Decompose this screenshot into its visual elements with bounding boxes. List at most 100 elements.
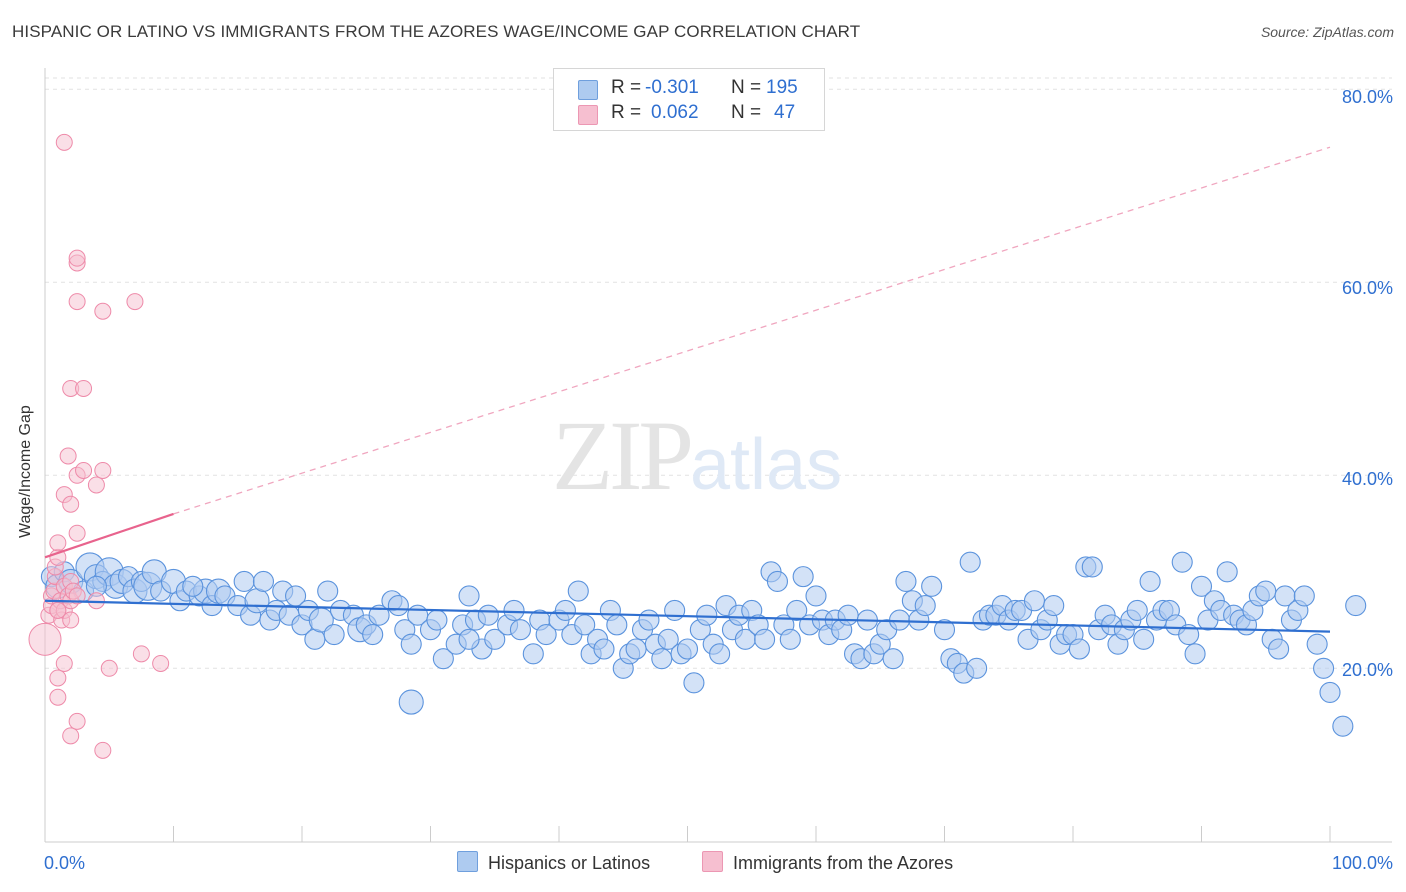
hispanics-point	[317, 580, 339, 602]
azores-point	[75, 379, 93, 397]
azores-point	[87, 592, 105, 610]
hispanics-point	[368, 604, 390, 626]
hispanics-point	[1313, 657, 1335, 679]
hispanics-point	[1255, 580, 1277, 602]
legend-label: Immigrants from the Azores	[733, 853, 954, 873]
hispanics-point	[657, 628, 679, 650]
hispanics-point	[244, 588, 270, 614]
hispanics-point	[1184, 643, 1206, 665]
hispanics-point	[477, 604, 499, 626]
hispanics-point	[792, 566, 814, 588]
r-label: R =	[611, 77, 642, 98]
hispanics-point	[323, 623, 345, 646]
hispanics-point	[554, 599, 576, 621]
azores-point	[75, 461, 93, 479]
hispanics-point	[1139, 570, 1161, 593]
hispanics-point	[1178, 623, 1200, 646]
azores-point	[62, 495, 80, 513]
y-tick-40: 40.0%	[1341, 469, 1393, 489]
hispanics-point	[966, 657, 988, 679]
r-value: 0.062	[651, 102, 699, 123]
hispanics-point	[1171, 551, 1193, 573]
hispanics-point	[638, 609, 660, 631]
azores-point	[55, 654, 73, 672]
hispanics-point	[1043, 595, 1065, 617]
legend-swatch-pink	[578, 105, 598, 125]
r-value: -0.301	[645, 77, 699, 98]
azores-trend-extension	[173, 146, 1331, 515]
n-label: N =	[731, 102, 762, 123]
azores-point	[49, 534, 67, 552]
x-tick-min: 0.0%	[44, 853, 86, 873]
azores-point	[28, 622, 62, 656]
hispanics-point	[779, 628, 801, 650]
azores-point	[49, 601, 67, 619]
y-tick-80: 80.0%	[1341, 87, 1393, 107]
azores-point	[59, 447, 77, 465]
azores-point	[68, 524, 86, 542]
y-axis-label: Wage/Income Gap	[17, 405, 34, 538]
hispanics-point	[786, 599, 808, 621]
hispanics-point	[754, 628, 776, 650]
hispanics-point	[182, 575, 204, 597]
azores-point	[94, 461, 112, 479]
legend-label: Hispanics or Latinos	[488, 853, 651, 873]
azores-point	[68, 293, 86, 311]
hispanics-point	[933, 619, 956, 641]
hispanics-point	[1023, 590, 1045, 612]
azores-point	[62, 611, 80, 629]
hispanics-point	[432, 648, 454, 670]
hispanics-point	[458, 585, 480, 607]
hispanics-point	[522, 643, 544, 665]
hispanics-point	[484, 628, 506, 650]
hispanics-point	[1216, 561, 1238, 583]
correlation-legend: R = -0.301 N = 195 R = 0.062 N = 47	[553, 68, 825, 131]
hispanics-point	[567, 580, 589, 602]
hispanics-point	[805, 585, 827, 607]
legend-swatch-blue	[457, 851, 478, 872]
hispanics-point	[535, 623, 557, 646]
hispanics-point	[895, 570, 917, 593]
hispanics-point	[1332, 715, 1354, 737]
hispanics-point	[1081, 556, 1103, 578]
azores-trend-line	[44, 512, 174, 559]
hispanics-point	[1068, 638, 1090, 660]
hispanics-point	[676, 638, 699, 660]
hispanics-point	[400, 633, 422, 655]
n-value: 195	[766, 77, 798, 98]
hispanics-point	[766, 570, 789, 593]
hispanics-point	[503, 599, 525, 621]
hispanics-point	[1319, 681, 1341, 703]
hispanics-point	[1293, 585, 1315, 607]
hispanics-point	[1126, 599, 1148, 621]
n-value: 47	[774, 102, 796, 123]
hispanics-point	[696, 604, 718, 626]
azores-point	[132, 645, 150, 663]
azores-point	[152, 654, 170, 672]
azores-point	[68, 712, 86, 730]
hispanics-point	[914, 595, 936, 617]
hispanics-point	[882, 648, 904, 670]
hispanics-point	[651, 648, 673, 670]
hispanics-point	[1133, 628, 1155, 650]
chart-title: HISPANIC OR LATINO VS IMMIGRANTS FROM TH…	[12, 22, 861, 41]
watermark: ZIPatlas	[552, 400, 843, 511]
azores-point	[87, 476, 105, 494]
legend-item-azores: Immigrants from the Azores	[702, 851, 953, 874]
hispanics-point	[683, 672, 705, 694]
azores-point	[62, 727, 80, 745]
azores-point	[55, 133, 73, 151]
hispanics-point	[959, 551, 981, 573]
hispanics-point	[458, 628, 480, 650]
azores-point	[68, 587, 86, 605]
azores-point	[68, 249, 86, 267]
legend-item-hispanics: Hispanics or Latinos	[457, 851, 650, 874]
hispanics-point	[509, 619, 532, 641]
hispanics-point	[625, 638, 647, 660]
hispanics-point	[362, 623, 384, 646]
hispanics-point	[593, 638, 615, 660]
hispanics-point	[233, 570, 255, 593]
r-label: R =	[611, 102, 642, 123]
hispanics-point	[387, 595, 409, 617]
